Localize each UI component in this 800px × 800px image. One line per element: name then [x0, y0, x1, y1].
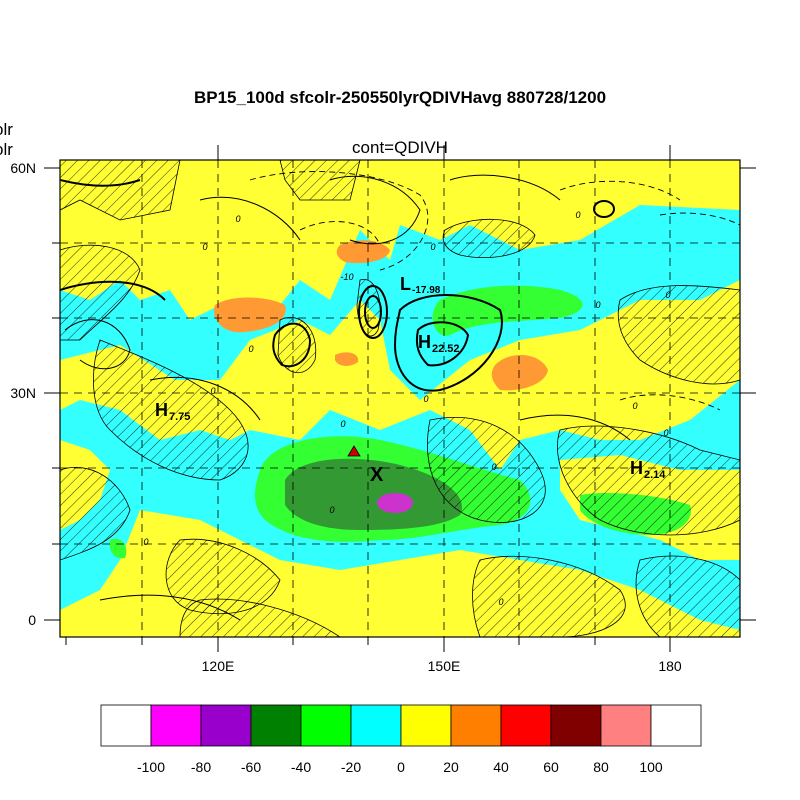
- contour-label: 0: [632, 401, 637, 411]
- colorbar-swatch: [650, 704, 702, 747]
- contour-label: 0: [143, 537, 148, 547]
- contour-label: 0: [430, 242, 435, 252]
- svg-text:-17.98: -17.98: [412, 285, 441, 296]
- axis-ticks: [44, 145, 756, 652]
- lon-label-180: 180: [658, 658, 682, 674]
- contour-label: 0: [202, 242, 207, 252]
- svg-text:22.52: 22.52: [432, 343, 460, 355]
- colorbar-swatch: [350, 704, 402, 747]
- colorbar-tick-label: 20: [443, 759, 459, 775]
- contour-label: 0: [663, 428, 668, 438]
- x-marker: X: [370, 464, 384, 486]
- left-label-olr-1: olr: [0, 120, 13, 139]
- colorbar-swatch: [600, 704, 652, 747]
- colorbar-tick-label: -60: [241, 759, 261, 775]
- svg-text:L: L: [400, 274, 411, 294]
- plus-20-field: [214, 240, 548, 391]
- colorbar-swatch: [300, 704, 352, 747]
- minus-60-field: [377, 493, 413, 513]
- colorbar-swatch: [400, 704, 452, 747]
- lat-label-30n: 30N: [10, 385, 36, 401]
- colorbar-tick-label: -20: [341, 759, 361, 775]
- left-label-olr-2: olr: [0, 140, 13, 159]
- contour-lines-dashed: [249, 171, 740, 411]
- colorbar-tick-label: 40: [493, 759, 509, 775]
- colorbar: [100, 704, 702, 747]
- colorbar-swatch: [250, 704, 302, 747]
- colorbar-tick-labels: -100 -80 -60 -40 -20 0 20 40 60 80 100: [137, 759, 663, 775]
- svg-text:H: H: [630, 458, 643, 478]
- colorbar-swatch: [500, 704, 552, 747]
- contour-label: -10: [340, 272, 353, 282]
- lon-label-150e: 150E: [428, 658, 461, 674]
- contour-label: 0: [423, 394, 428, 404]
- hatched-regions: [60, 160, 740, 637]
- contour-label: 0: [498, 597, 503, 607]
- plot-subtitle: cont=QDIVH: [352, 138, 448, 157]
- map-frame: [59, 159, 741, 638]
- plot-title: BP15_100d sfcolr-250550lyrQDIVHavg 88072…: [193, 88, 607, 107]
- pressure-markers: L -17.98 H 22.52 H 7.75 H 2.14 X: [155, 274, 666, 486]
- contour-label: 0: [595, 300, 600, 310]
- colorbar-tick-label: 80: [593, 759, 609, 775]
- grid-lines: [60, 160, 740, 637]
- colorbar-tick-label: 0: [397, 759, 405, 775]
- map-area: [60, 160, 740, 637]
- svg-text:7.75: 7.75: [169, 411, 190, 423]
- colorbar-swatch: [550, 704, 602, 747]
- colorbar-tick-label: -100: [137, 759, 165, 775]
- colorbar-tick-label: 100: [639, 759, 663, 775]
- minus-40-field: [285, 458, 462, 530]
- colorbar-swatch: [100, 704, 152, 747]
- contour-label: 0: [329, 505, 334, 515]
- low-marker: L -17.98: [400, 274, 441, 296]
- lon-label-120e: 120E: [202, 658, 235, 674]
- svg-text:2.14: 2.14: [644, 469, 666, 481]
- svg-text:H: H: [418, 332, 431, 352]
- colorbar-swatch: [200, 704, 252, 747]
- contour-label: 0: [210, 386, 215, 396]
- high-marker-3: H 2.14: [630, 458, 666, 481]
- high-marker-1: H 22.52: [418, 332, 460, 355]
- contour-label: 0: [665, 290, 670, 300]
- contour-label: 0: [575, 210, 580, 220]
- contour-lines-thin: [64, 174, 631, 621]
- contour-lines-thick: [60, 179, 615, 392]
- triangle-marker-icon: [347, 445, 361, 457]
- lat-label-0: 0: [28, 612, 36, 628]
- colorbar-swatch: [150, 704, 202, 747]
- contour-label: 0: [491, 462, 496, 472]
- colorbar-tick-label: -40: [291, 759, 311, 775]
- svg-text:H: H: [155, 400, 168, 420]
- contour-label: 0: [340, 419, 345, 429]
- contour-label: 0: [248, 344, 253, 354]
- lat-label-60n: 60N: [10, 160, 36, 176]
- contour-label: 0: [235, 214, 240, 224]
- high-marker-2: H 7.75: [155, 400, 190, 423]
- contour-value-labels: 0 0 0 0 0 0 0 0 0 0 0 0 0 0 0 -10 0: [143, 210, 670, 607]
- colorbar-swatch: [450, 704, 502, 747]
- colorbar-tick-label: 60: [543, 759, 559, 775]
- colorbar-tick-label: -80: [191, 759, 211, 775]
